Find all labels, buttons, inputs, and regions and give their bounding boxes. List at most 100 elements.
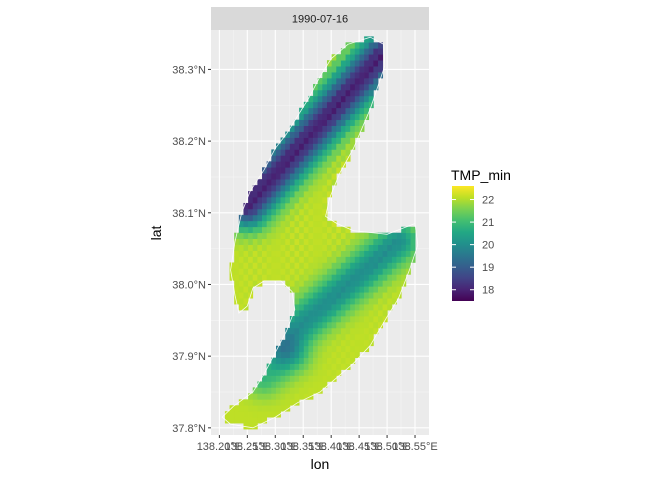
heatmap-cell (331, 161, 337, 168)
heatmap-cell (345, 42, 351, 49)
heatmap-cell (364, 48, 370, 55)
heatmap-cell (354, 107, 360, 115)
heatmap-cell (317, 161, 323, 168)
heatmap-cell (280, 173, 286, 180)
heatmap-cell (280, 214, 286, 222)
heatmap-cell (234, 238, 240, 245)
heatmap-cell (368, 250, 374, 257)
heatmap-cell (401, 232, 407, 240)
heatmap-cell (313, 256, 319, 263)
heatmap-cell (280, 143, 286, 150)
heatmap-cell (364, 250, 370, 257)
heatmap-cell (336, 143, 342, 150)
heatmap-cell (294, 327, 300, 335)
heatmap-cell (257, 238, 263, 245)
heatmap-cell (285, 399, 291, 406)
heatmap-cell (248, 399, 254, 406)
heatmap-cell (336, 107, 342, 115)
heatmap-cell (345, 149, 351, 156)
heatmap-cell (252, 191, 258, 198)
heatmap-cell (401, 262, 407, 269)
heatmap-cell (364, 280, 370, 287)
heatmap-cell (317, 238, 323, 245)
heatmap-cell (350, 274, 356, 281)
heatmap-cell (303, 280, 309, 287)
heatmap-cell (354, 351, 360, 359)
heatmap-cell (336, 167, 342, 174)
heatmap-cell (350, 316, 356, 323)
heatmap-cell (368, 298, 374, 305)
heatmap-cell (331, 333, 337, 341)
heatmap-cell (373, 310, 379, 317)
heatmap-cell (234, 268, 240, 275)
heatmap-cell (289, 274, 295, 281)
heatmap-cell (266, 226, 272, 234)
heatmap-cell (331, 262, 337, 269)
heatmap-cell (336, 161, 342, 168)
heatmap-cell (248, 244, 254, 251)
heatmap-cell (322, 214, 328, 222)
heatmap-cell (396, 244, 402, 251)
heatmap-cell (336, 149, 342, 156)
x-tick-label: 138.55°E (392, 441, 437, 453)
heatmap-cell (378, 316, 384, 323)
heatmap-cell (294, 167, 300, 174)
heatmap-cell (326, 351, 332, 359)
heatmap-cell (326, 363, 332, 370)
heatmap-cell (299, 327, 305, 335)
heatmap-cell (345, 333, 351, 341)
heatmap-cell (243, 286, 249, 293)
heatmap-cell (317, 167, 323, 174)
heatmap-cell (313, 161, 319, 168)
heatmap-cell (313, 327, 319, 335)
heatmap-cell (299, 250, 305, 257)
heatmap-cell (322, 298, 328, 305)
heatmap-cell (294, 304, 300, 311)
heatmap-cell (336, 95, 342, 103)
x-axis: 138.20°E138.25°E138.30°E138.35°E138.40°E… (197, 435, 438, 453)
heatmap-cell (280, 268, 286, 275)
heatmap-cell (317, 298, 323, 305)
heatmap-cell (257, 232, 263, 240)
heatmap-cell (299, 167, 305, 174)
heatmap-cell (257, 393, 263, 400)
heatmap-cell (326, 345, 332, 353)
heatmap-cell (303, 173, 309, 180)
heatmap-cell (322, 351, 328, 359)
heatmap-cell (336, 131, 342, 138)
heatmap-cell (257, 399, 263, 406)
heatmap-cell (405, 232, 411, 240)
heatmap-cell (317, 220, 323, 228)
heatmap-cell (266, 411, 272, 418)
heatmap-cell (326, 304, 332, 311)
heatmap-cell (322, 375, 328, 382)
heatmap-cell (359, 298, 365, 305)
heatmap-cell (373, 298, 379, 305)
heatmap-cell (336, 54, 342, 61)
heatmap-cell (303, 292, 309, 299)
heatmap-cell (294, 363, 300, 370)
heatmap-cell (326, 131, 332, 138)
heatmap-cell (364, 292, 370, 299)
heatmap-cell (243, 232, 249, 240)
heatmap-cell (340, 113, 346, 121)
heatmap-cell (238, 256, 244, 263)
heatmap-cell (359, 274, 365, 281)
heatmap-cell (313, 214, 319, 222)
heatmap-cell (326, 292, 332, 299)
heatmap-cell (294, 286, 300, 293)
heatmap-cell (280, 226, 286, 234)
heatmap-cell (336, 72, 342, 79)
heatmap-cell (373, 244, 379, 251)
heatmap-cell (299, 387, 305, 394)
heatmap-cell (382, 286, 388, 293)
heatmap-cell (326, 83, 332, 91)
heatmap-cell (313, 268, 319, 275)
heatmap-cell (331, 256, 337, 263)
heatmap-cell (345, 304, 351, 311)
heatmap-cell (326, 149, 332, 156)
heatmap-cell (317, 381, 323, 388)
heatmap-cell (257, 191, 263, 198)
heatmap-cell (238, 274, 244, 281)
heatmap-cell (271, 262, 277, 269)
